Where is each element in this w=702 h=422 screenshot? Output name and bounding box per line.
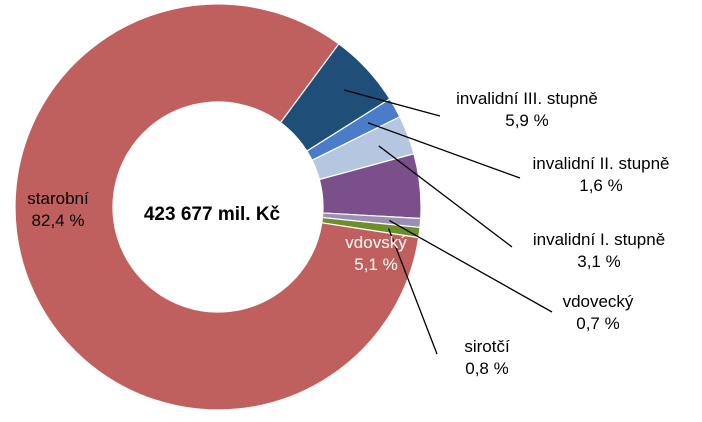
leader-lines-group	[343, 89, 553, 355]
label-name-invalidn-iii-stupn-: invalidní III. stupně	[456, 89, 598, 108]
label-name-starobn-: starobní	[27, 189, 89, 208]
label-name-vdovsk-: vdovský	[345, 233, 407, 252]
leader-line-vdoveck-	[389, 219, 553, 313]
leader-line-invalidn-i-stupn-	[378, 145, 513, 248]
label-value-invalidn-ii-stupn-: 1,6 %	[579, 176, 622, 195]
label-value-vdovsk-: 5,1 %	[354, 255, 397, 274]
center-total-label: 423 677 mil. Kč	[144, 204, 281, 225]
label-name-vdoveck-: vdovecký	[563, 292, 634, 311]
leader-line-invalidn-iii-stupn-	[343, 89, 441, 117]
label-value-vdoveck-: 0,7 %	[576, 314, 619, 333]
leader-line-sirot-	[388, 228, 438, 355]
slices-group	[14, 3, 422, 411]
label-value-invalidn-i-stupn-: 3,1 %	[577, 252, 620, 271]
label-value-invalidn-iii-stupn-: 5,9 %	[505, 111, 548, 130]
label-name-sirot-: sirotčí	[464, 337, 510, 356]
label-value-sirot-: 0,8 %	[465, 359, 508, 378]
label-value-starobn-: 82,4 %	[32, 211, 85, 230]
leader-line-invalidn-ii-stupn-	[367, 122, 521, 179]
label-name-invalidn-i-stupn-: invalidní I. stupně	[533, 230, 665, 249]
label-name-invalidn-ii-stupn-: invalidní II. stupně	[532, 154, 669, 173]
slice-starobn-	[14, 3, 420, 411]
labels-group: starobní 82,4 % invalidní III. stupně 5,9 %…	[27, 89, 669, 378]
